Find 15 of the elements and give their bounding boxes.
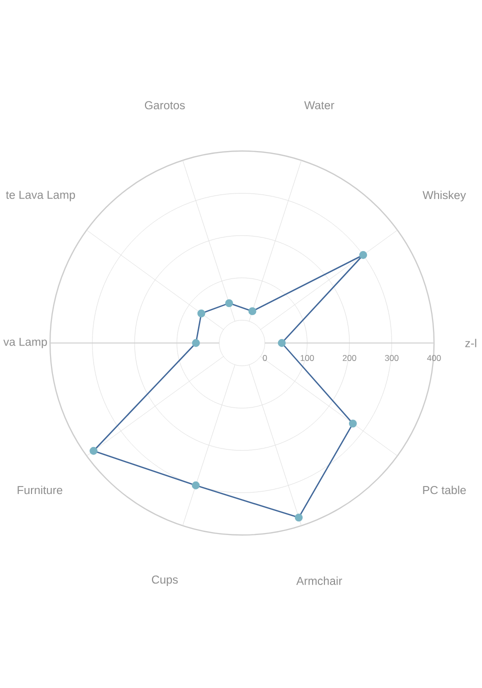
y-tick-label: 400 bbox=[427, 354, 441, 361]
y-tick-label: 100 bbox=[300, 354, 314, 361]
spoke-label: PC table bbox=[423, 486, 466, 494]
spoke-label: z-l bbox=[465, 338, 476, 348]
y-tick-label: 300 bbox=[384, 354, 398, 361]
spoke-label: Water bbox=[304, 101, 334, 110]
spoke-label: Furniture bbox=[18, 486, 62, 494]
y-tick-label: 0 bbox=[262, 354, 267, 361]
spoke-label: Armchair bbox=[296, 576, 342, 585]
spoke-label: Cups bbox=[152, 576, 178, 586]
spoke-label: te Lava Lamp bbox=[6, 190, 75, 202]
spoke-label: Whiskey bbox=[422, 190, 466, 202]
spoke-label: va Lamp bbox=[3, 338, 47, 348]
spoke-label: Garotos bbox=[144, 101, 185, 110]
y-tick-label: 200 bbox=[342, 354, 356, 361]
